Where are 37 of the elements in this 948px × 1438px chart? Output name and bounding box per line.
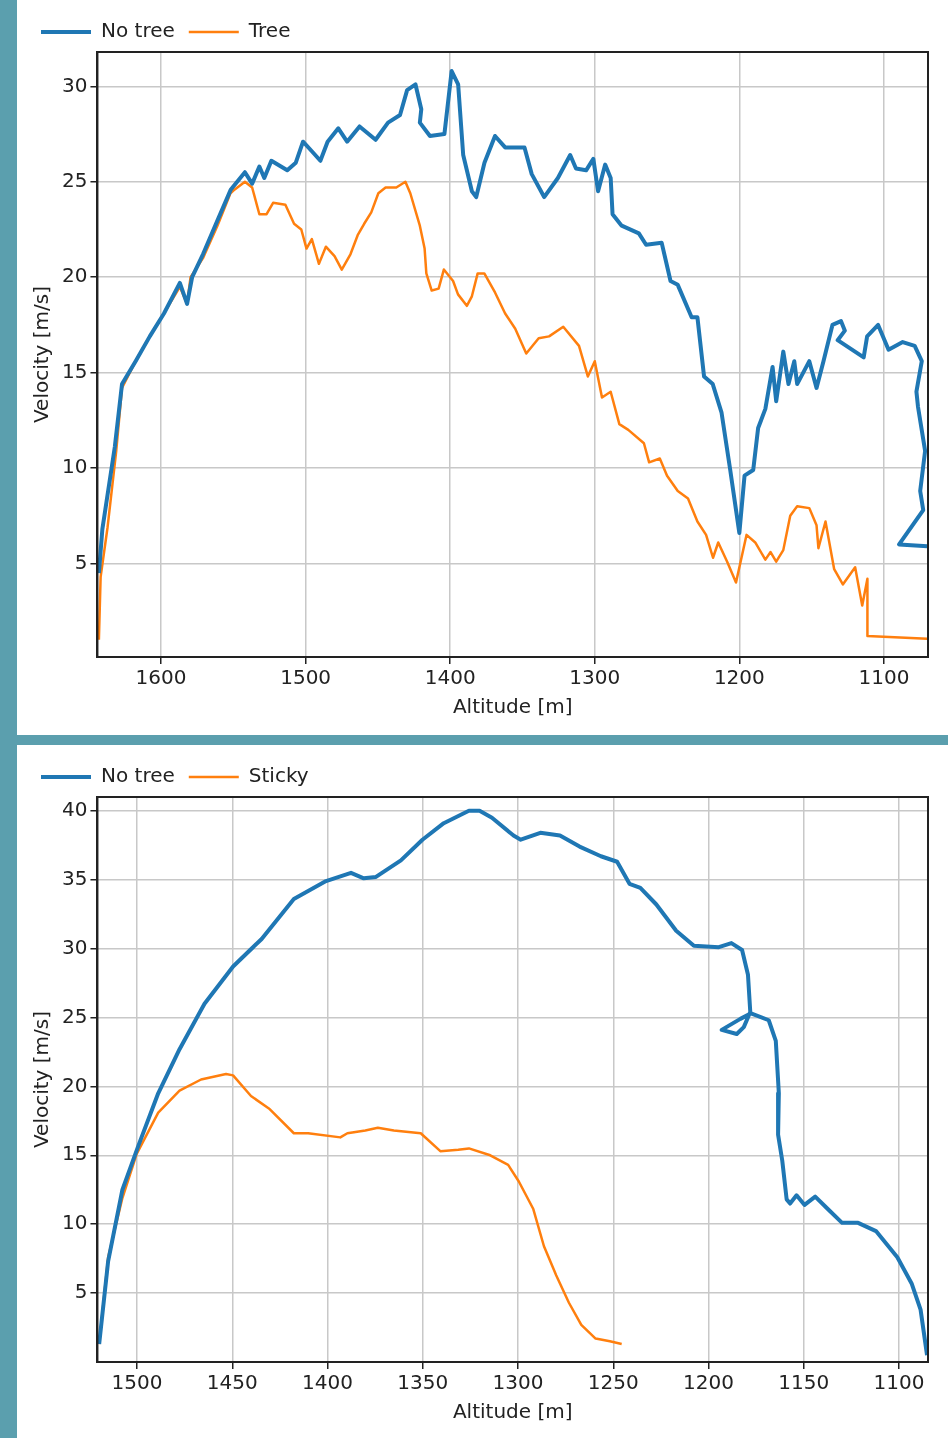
y-tick-label: 15 (62, 358, 88, 383)
legend-label: Tree (247, 18, 291, 43)
x-tick-label: 1500 (111, 1370, 163, 1395)
y-tick-label: 20 (62, 1072, 88, 1097)
x-tick-label: 1450 (206, 1370, 258, 1395)
x-axis-title: Altitude [m] (452, 694, 573, 719)
y-tick-label: 10 (62, 454, 88, 479)
x-tick-label: 1300 (569, 665, 621, 690)
x-axis-title: Altitude [m] (452, 1399, 573, 1424)
x-tick-label: 1300 (492, 1370, 544, 1395)
y-tick-label: 25 (62, 167, 88, 192)
x-tick-label: 1150 (778, 1370, 830, 1395)
x-tick-label: 1400 (424, 665, 476, 690)
y-axis-title: Velocity [m/s] (29, 285, 54, 424)
y-tick-label: 10 (62, 1210, 88, 1235)
y-tick-label: 20 (62, 263, 88, 288)
y-tick-label: 35 (62, 865, 88, 890)
y-tick-label: 15 (62, 1141, 88, 1166)
y-tick-label: 25 (62, 1003, 88, 1028)
y-axis-title: Velocity [m/s] (29, 1010, 54, 1149)
x-tick-label: 1350 (397, 1370, 449, 1395)
x-tick-label: 1200 (713, 665, 765, 690)
x-tick-label: 1600 (135, 665, 187, 690)
legend-label: No tree (101, 18, 175, 43)
y-tick-label: 30 (62, 934, 88, 959)
x-tick-label: 1200 (683, 1370, 734, 1395)
x-tick-label: 1100 (858, 665, 910, 690)
y-tick-label: 5 (74, 1279, 88, 1304)
y-tick-label: 30 (62, 72, 88, 97)
y-tick-label: 40 (62, 796, 88, 821)
x-tick-label: 1100 (873, 1370, 925, 1395)
x-tick-label: 1250 (587, 1370, 639, 1395)
x-tick-label: 1400 (302, 1370, 354, 1395)
legend-label: Sticky (248, 763, 309, 788)
legend-label: No tree (101, 763, 175, 788)
x-tick-label: 1500 (280, 665, 332, 690)
y-tick-label: 5 (74, 549, 88, 574)
